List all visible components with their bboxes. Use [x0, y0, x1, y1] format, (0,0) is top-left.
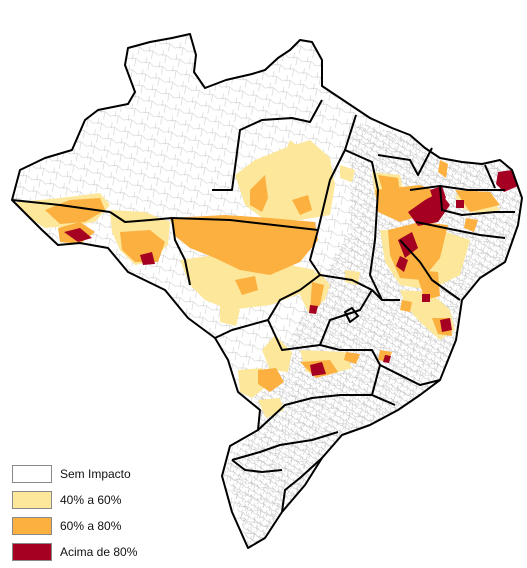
legend-item-40-60: 40% a 60%	[12, 490, 182, 510]
legend-label: 40% a 60%	[60, 493, 122, 507]
legend-item-no-impact: Sem Impacto	[12, 464, 182, 484]
state-borders	[11, 33, 523, 549]
country-border	[11, 33, 523, 549]
legend-swatch	[12, 465, 52, 483]
legend-swatch	[12, 517, 52, 535]
impact-class-60-80	[45, 160, 500, 392]
legend-label: 60% a 80%	[60, 519, 122, 533]
legend-swatch	[12, 491, 52, 509]
legend-item-above-80: Acima de 80%	[12, 542, 182, 562]
legend-swatch	[12, 543, 52, 561]
map-legend: Sem Impacto 40% a 60% 60% a 80% Acima de…	[12, 464, 182, 568]
impact-class-above-80	[64, 170, 518, 376]
legend-label: Sem Impacto	[60, 467, 131, 481]
legend-item-60-80: 60% a 80%	[12, 516, 182, 536]
legend-label: Acima de 80%	[60, 545, 138, 559]
